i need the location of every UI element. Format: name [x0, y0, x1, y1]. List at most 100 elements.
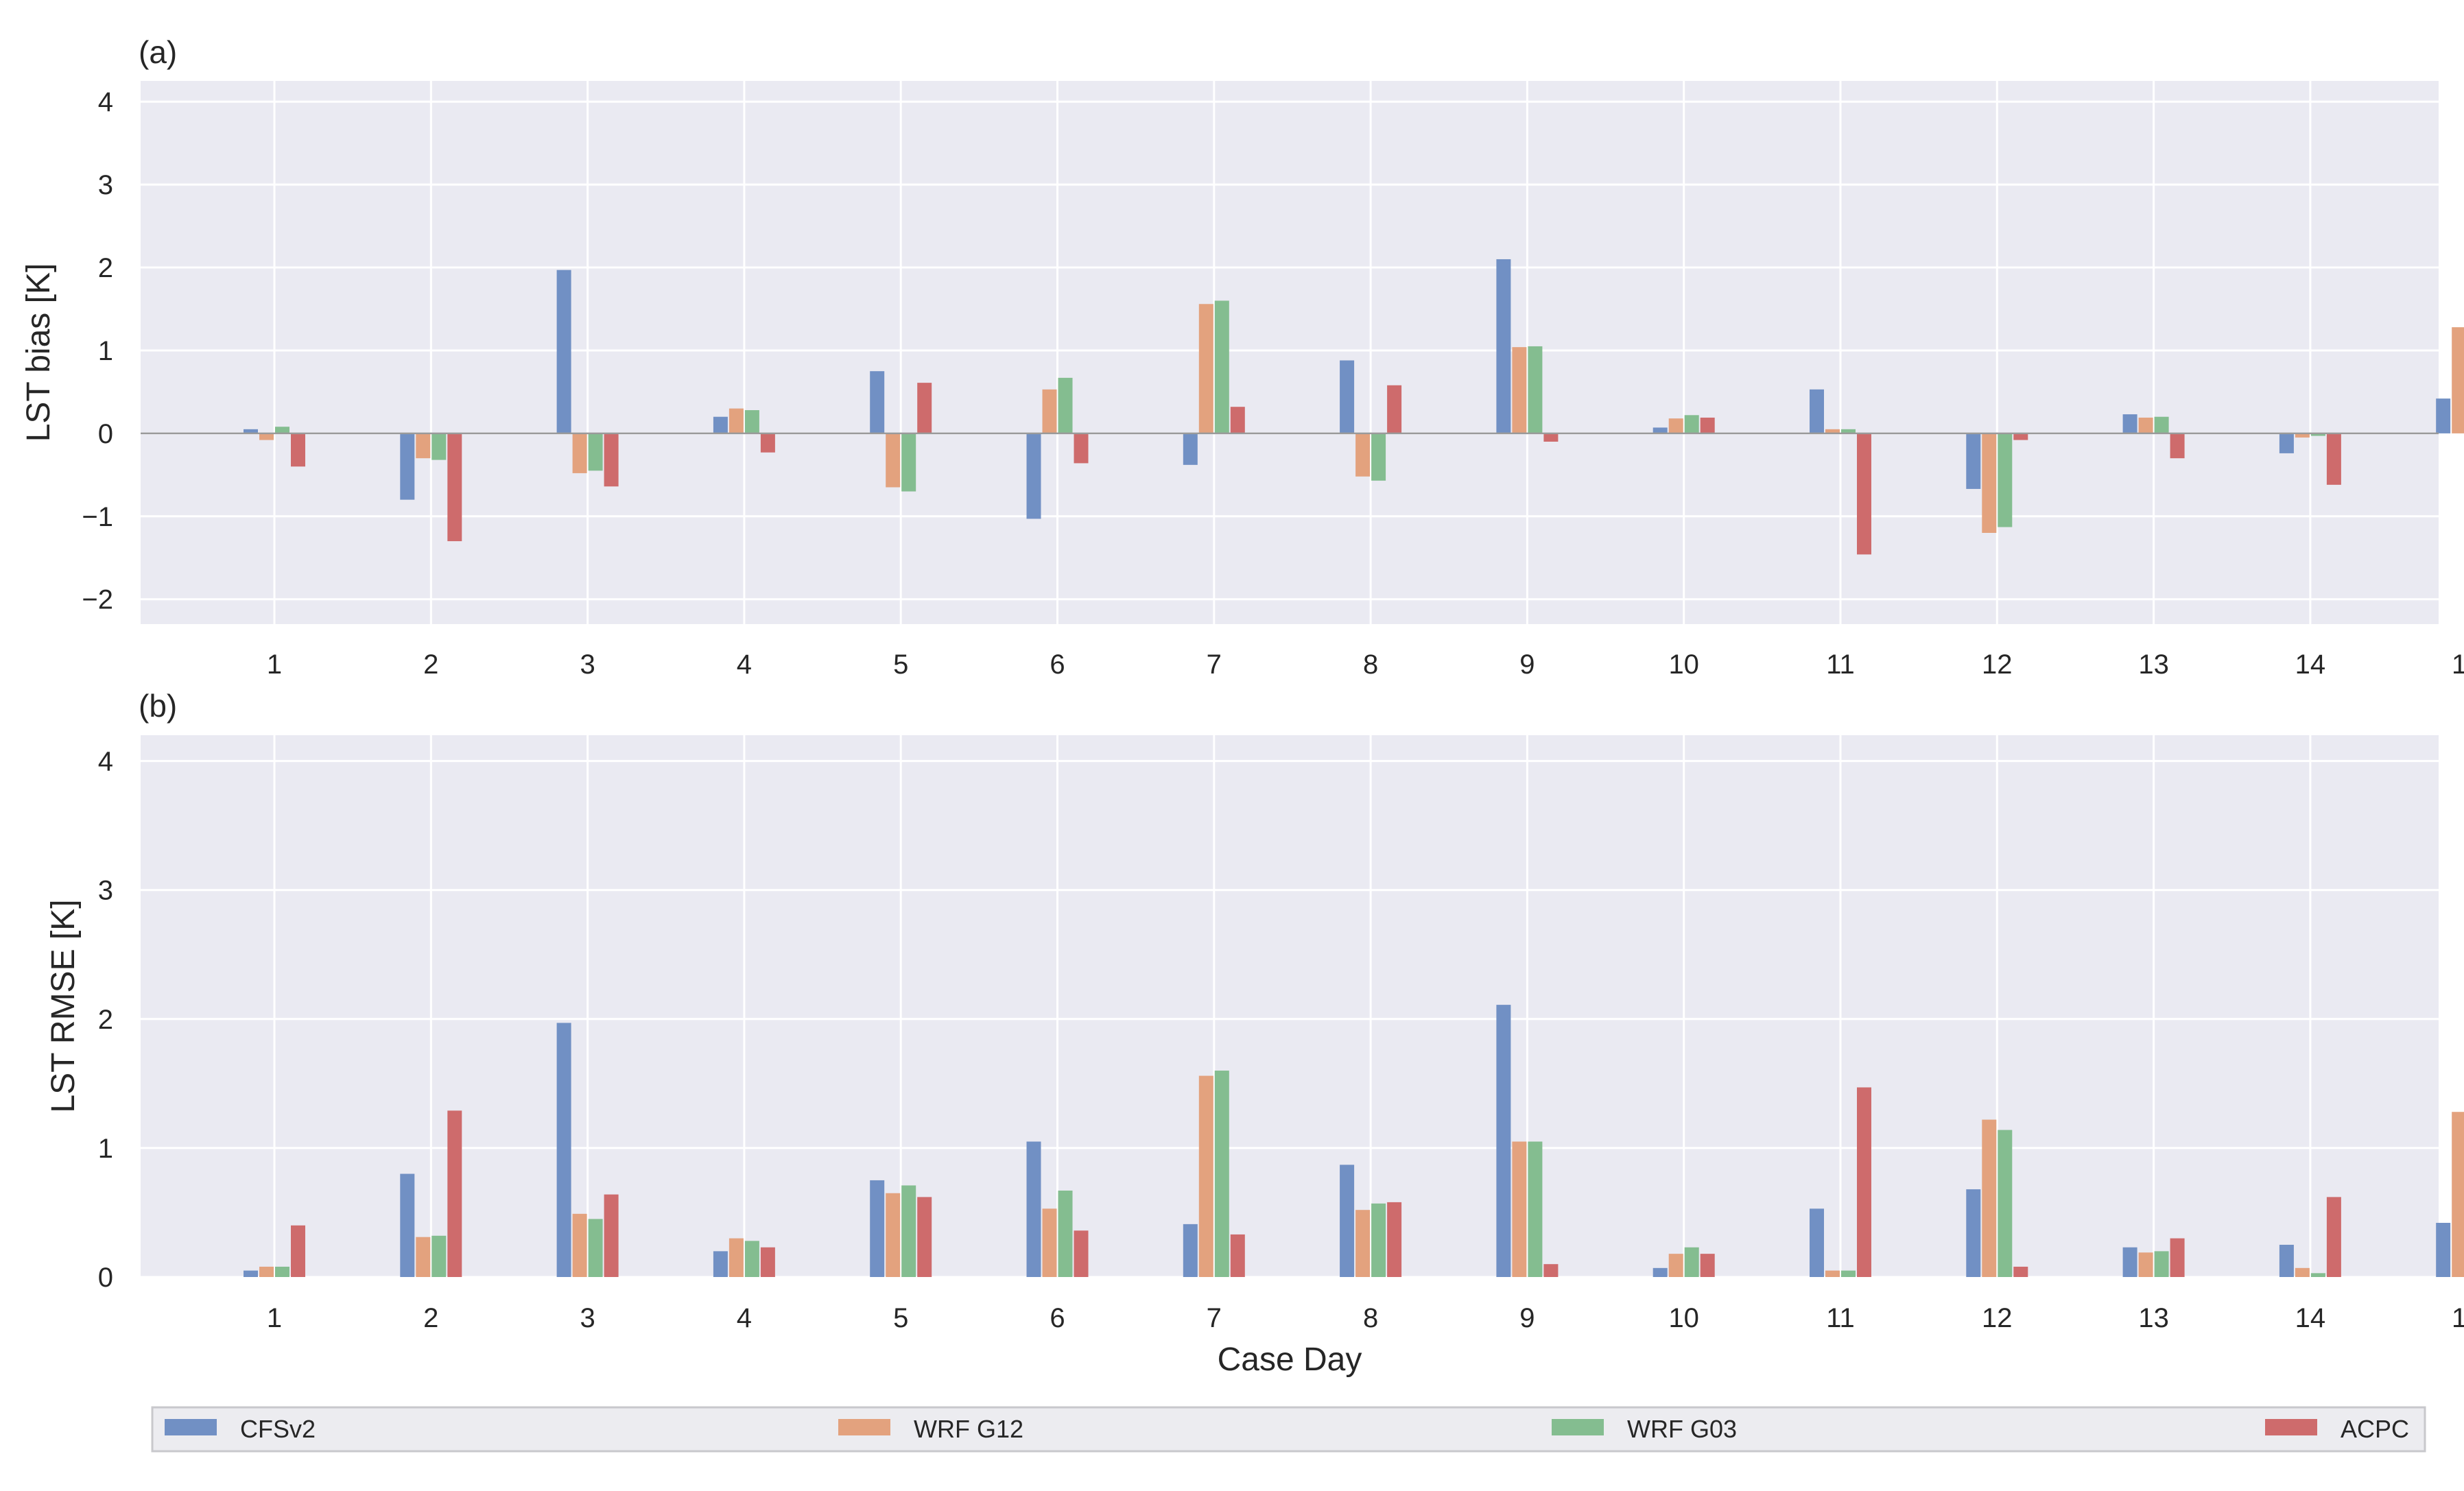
y-axis-title: LST bias [K]	[21, 263, 57, 442]
bar-wrf-g12	[886, 433, 901, 488]
x-tick-label: 4	[737, 1303, 752, 1333]
bar-wrf-g12	[1512, 1141, 1527, 1277]
x-tick-label: 3	[580, 649, 595, 680]
bar-wrf-g12	[572, 433, 587, 473]
panel-a-bias-chart: −2−1012341234567891011121314151617181920…	[21, 34, 2464, 680]
bar-cfsv2	[2436, 1223, 2451, 1277]
x-tick-label: 1	[267, 649, 282, 680]
bar-acpc	[2013, 433, 2028, 440]
bar-wrf-g12	[259, 1266, 274, 1277]
panel-label: (a)	[139, 34, 177, 70]
x-tick-label: 15	[2452, 649, 2464, 680]
bar-wrf-g03	[275, 427, 289, 433]
bar-cfsv2	[1966, 1189, 1981, 1277]
x-tick-label: 13	[2138, 649, 2169, 680]
bar-cfsv2	[1496, 259, 1511, 433]
x-tick-label: 6	[1050, 649, 1065, 680]
y-tick-label: 2	[98, 1005, 113, 1035]
bar-acpc	[1857, 433, 1871, 555]
bar-cfsv2	[1340, 360, 1355, 433]
bar-wrf-g03	[901, 433, 916, 492]
bar-cfsv2	[1810, 389, 1824, 433]
bar-acpc	[917, 1197, 932, 1277]
bar-wrf-g03	[1371, 1203, 1386, 1277]
y-tick-label: 2	[98, 253, 113, 283]
bar-acpc	[291, 1225, 305, 1277]
bar-wrf-g03	[901, 1185, 916, 1277]
x-tick-label: 9	[1519, 1303, 1535, 1333]
bar-wrf-g03	[1058, 1190, 1073, 1277]
bar-wrf-g03	[1684, 1247, 1699, 1277]
bar-acpc	[1857, 1087, 1871, 1277]
bar-cfsv2	[2122, 1247, 2137, 1277]
y-tick-label: −2	[82, 585, 113, 615]
bar-acpc	[1700, 417, 1715, 433]
bar-acpc	[2170, 433, 2185, 459]
bar-cfsv2	[1652, 1267, 1668, 1277]
x-tick-label: 9	[1519, 649, 1535, 680]
panel-label: (b)	[139, 688, 177, 724]
x-tick-label: 7	[1207, 1303, 1222, 1333]
y-tick-label: 4	[98, 87, 113, 117]
bar-wrf-g12	[1668, 1254, 1683, 1277]
bar-cfsv2	[1496, 1005, 1511, 1277]
bar-wrf-g12	[416, 1237, 431, 1277]
x-tick-label: 10	[1668, 649, 1699, 680]
bar-cfsv2	[2279, 433, 2294, 453]
x-tick-label: 14	[2295, 649, 2326, 680]
bar-wrf-g12	[2295, 1267, 2310, 1277]
bar-acpc	[2326, 433, 2341, 485]
bar-acpc	[760, 433, 775, 453]
bar-wrf-g12	[2452, 327, 2464, 433]
bar-acpc	[1700, 1254, 1715, 1277]
bar-acpc	[1387, 385, 1402, 433]
x-tick-label: 3	[580, 1303, 595, 1333]
y-tick-label: 0	[98, 1263, 113, 1293]
bar-wrf-g12	[1825, 429, 1840, 433]
x-tick-label: 12	[1982, 1303, 2013, 1333]
bar-wrf-g12	[1042, 1208, 1057, 1277]
bar-wrf-g12	[2138, 1252, 2153, 1277]
y-tick-label: 0	[98, 419, 113, 449]
x-tick-label: 10	[1668, 1303, 1699, 1333]
legend-label: CFSv2	[240, 1415, 316, 1443]
bar-wrf-g03	[1841, 1270, 1856, 1277]
bar-wrf-g12	[1668, 418, 1683, 433]
bar-cfsv2	[556, 1023, 571, 1277]
bar-wrf-g12	[728, 1238, 744, 1277]
bar-wrf-g03	[431, 433, 447, 460]
bar-wrf-g03	[1058, 377, 1073, 433]
y-tick-label: 3	[98, 170, 113, 200]
bar-wrf-g12	[2452, 1112, 2464, 1277]
bar-acpc	[1230, 407, 1245, 433]
bar-cfsv2	[244, 429, 258, 433]
bar-wrf-g03	[1214, 300, 1229, 433]
y-tick-label: 3	[98, 876, 113, 906]
bar-wrf-g12	[416, 433, 431, 459]
bar-cfsv2	[713, 416, 728, 433]
bar-acpc	[1074, 1230, 1089, 1277]
bar-wrf-g03	[1998, 1130, 2013, 1277]
legend-label: ACPC	[2341, 1415, 2409, 1443]
bar-cfsv2	[2279, 1244, 2294, 1277]
bar-wrf-g03	[2154, 1251, 2169, 1277]
x-tick-label: 5	[893, 649, 908, 680]
legend-label: WRF G03	[1627, 1415, 1737, 1443]
bar-acpc	[447, 433, 462, 542]
y-tick-label: 4	[98, 747, 113, 777]
bar-wrf-g03	[1841, 429, 1856, 433]
bar-acpc	[1074, 433, 1089, 464]
bar-cfsv2	[1026, 433, 1041, 519]
bar-acpc	[760, 1247, 775, 1277]
plot-area	[141, 735, 2439, 1277]
bar-wrf-g03	[1528, 1141, 1543, 1277]
bar-cfsv2	[2436, 398, 2451, 433]
bar-wrf-g03	[1684, 415, 1699, 433]
bar-acpc	[1543, 1264, 1559, 1277]
bar-acpc	[1543, 433, 1559, 442]
bar-wrf-g12	[1355, 433, 1371, 477]
bar-wrf-g12	[728, 408, 744, 433]
bar-wrf-g03	[1528, 346, 1543, 433]
x-tick-label: 4	[737, 649, 752, 680]
x-tick-label: 11	[1826, 649, 1855, 680]
